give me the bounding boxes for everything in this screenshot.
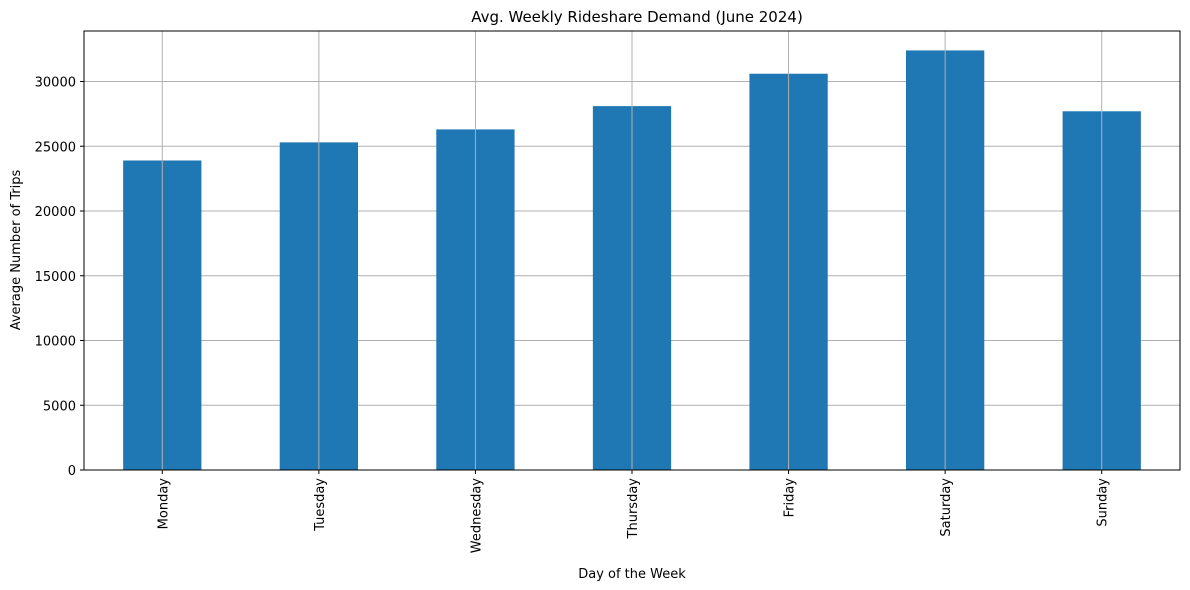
x-axis-label: Day of the Week	[578, 567, 686, 582]
y-axis-label: Average Number of Trips	[9, 170, 24, 331]
y-tick-label: 15000	[35, 270, 76, 285]
x-tick-label: Friday	[783, 478, 798, 518]
x-grid-lines	[161, 31, 1103, 470]
x-tick-label: Thursday	[626, 478, 641, 540]
x-tick-label: Saturday	[939, 478, 954, 537]
y-tick-label: 0	[68, 464, 76, 479]
y-axis-ticks: 0 5000 10000 15000 20000 25000 30000	[35, 76, 84, 479]
y-tick-label: 30000	[35, 76, 76, 91]
x-axis-ticks: Monday Tuesday Wednesday Thursday Friday Satu…	[156, 470, 1111, 554]
x-tick-label: Monday	[156, 478, 171, 530]
x-tick-label: Wednesday	[469, 478, 484, 554]
x-tick-label: Sunday	[1096, 478, 1111, 527]
y-tick-label: 25000	[35, 140, 76, 155]
chart-title: Avg. Weekly Rideshare Demand (June 2024)	[471, 8, 803, 26]
y-tick-label: 20000	[35, 205, 76, 220]
y-tick-label: 5000	[43, 399, 76, 414]
y-tick-label: 10000	[35, 335, 76, 350]
x-tick-label: Tuesday	[313, 478, 328, 532]
